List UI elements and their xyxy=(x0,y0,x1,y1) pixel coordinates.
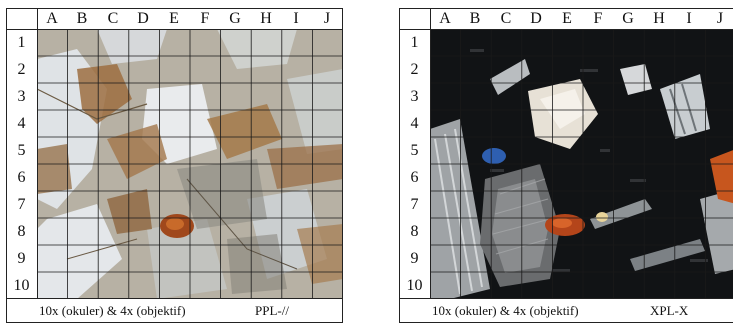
row-label: 2 xyxy=(410,61,419,78)
grid-border xyxy=(6,8,343,9)
column-label: G xyxy=(622,10,634,27)
column-label: J xyxy=(323,10,331,27)
column-label: A xyxy=(439,10,451,27)
row-label: 3 xyxy=(17,88,26,105)
ppl-caption: 10x (okuler) & 4x (objektif) PPL-// xyxy=(6,299,343,323)
column-label: C xyxy=(107,10,119,27)
row-label: 5 xyxy=(17,142,26,159)
xpl-thin-section-image xyxy=(430,29,733,299)
column-label: C xyxy=(500,10,512,27)
row-label: 1 xyxy=(17,34,26,51)
column-label: I xyxy=(686,10,692,27)
column-label: H xyxy=(260,10,272,27)
row-label: 7 xyxy=(17,196,26,213)
grid-border xyxy=(399,298,733,299)
row-label: 7 xyxy=(410,196,419,213)
xpl-micrograph xyxy=(430,29,733,299)
xpl-panel: A B C D E F G H I J 1 2 3 4 5 6 7 8 9 10 xyxy=(399,8,733,323)
ppl-micrograph xyxy=(37,29,343,299)
grid-border xyxy=(37,8,38,299)
magnification-label: 10x (okuler) & 4x (objektif) xyxy=(39,303,186,318)
column-label: F xyxy=(593,10,603,27)
column-header-row: A B C D E F G H I J xyxy=(6,8,343,29)
ppl-thin-section-image xyxy=(37,29,343,299)
row-label: 9 xyxy=(17,250,26,267)
grid-border xyxy=(342,8,343,299)
row-label: 10 xyxy=(406,277,423,294)
column-label: A xyxy=(46,10,58,27)
grid-border xyxy=(6,8,7,299)
grid-border xyxy=(6,298,343,299)
row-label: 10 xyxy=(13,277,30,294)
ppl-panel: A B C D E F G H I J 1 2 3 4 5 6 7 8 9 10 xyxy=(6,8,343,323)
light-mode-label: XPL-X xyxy=(650,303,689,318)
grid-border xyxy=(430,8,431,299)
grid-border xyxy=(399,8,400,299)
row-label: 4 xyxy=(17,115,26,132)
grid-border xyxy=(399,8,733,9)
column-label: F xyxy=(200,10,210,27)
row-label: 8 xyxy=(410,223,419,240)
column-header-row: A B C D E F G H I J xyxy=(399,8,733,29)
light-mode-label: PPL-// xyxy=(255,303,289,318)
row-label: 4 xyxy=(410,115,419,132)
grid-border xyxy=(6,29,343,30)
column-label: I xyxy=(293,10,299,27)
column-label: E xyxy=(562,10,572,27)
row-header-column: 1 2 3 4 5 6 7 8 9 10 xyxy=(6,29,37,299)
column-label: H xyxy=(653,10,665,27)
xpl-caption: 10x (okuler) & 4x (objektif) XPL-X xyxy=(399,299,733,323)
row-label: 5 xyxy=(410,142,419,159)
magnification-label: 10x (okuler) & 4x (objektif) xyxy=(432,303,579,318)
row-label: 9 xyxy=(410,250,419,267)
row-label: 8 xyxy=(17,223,26,240)
column-label: D xyxy=(530,10,542,27)
row-header-column: 1 2 3 4 5 6 7 8 9 10 xyxy=(399,29,430,299)
row-label: 1 xyxy=(410,34,419,51)
row-label: 6 xyxy=(17,169,26,186)
row-label: 6 xyxy=(410,169,419,186)
column-label: B xyxy=(469,10,481,27)
row-label: 2 xyxy=(17,61,26,78)
column-label: J xyxy=(716,10,724,27)
column-label: D xyxy=(137,10,149,27)
grid-border xyxy=(399,29,733,30)
column-label: E xyxy=(169,10,179,27)
column-label: B xyxy=(76,10,88,27)
row-label: 3 xyxy=(410,88,419,105)
column-label: G xyxy=(229,10,241,27)
